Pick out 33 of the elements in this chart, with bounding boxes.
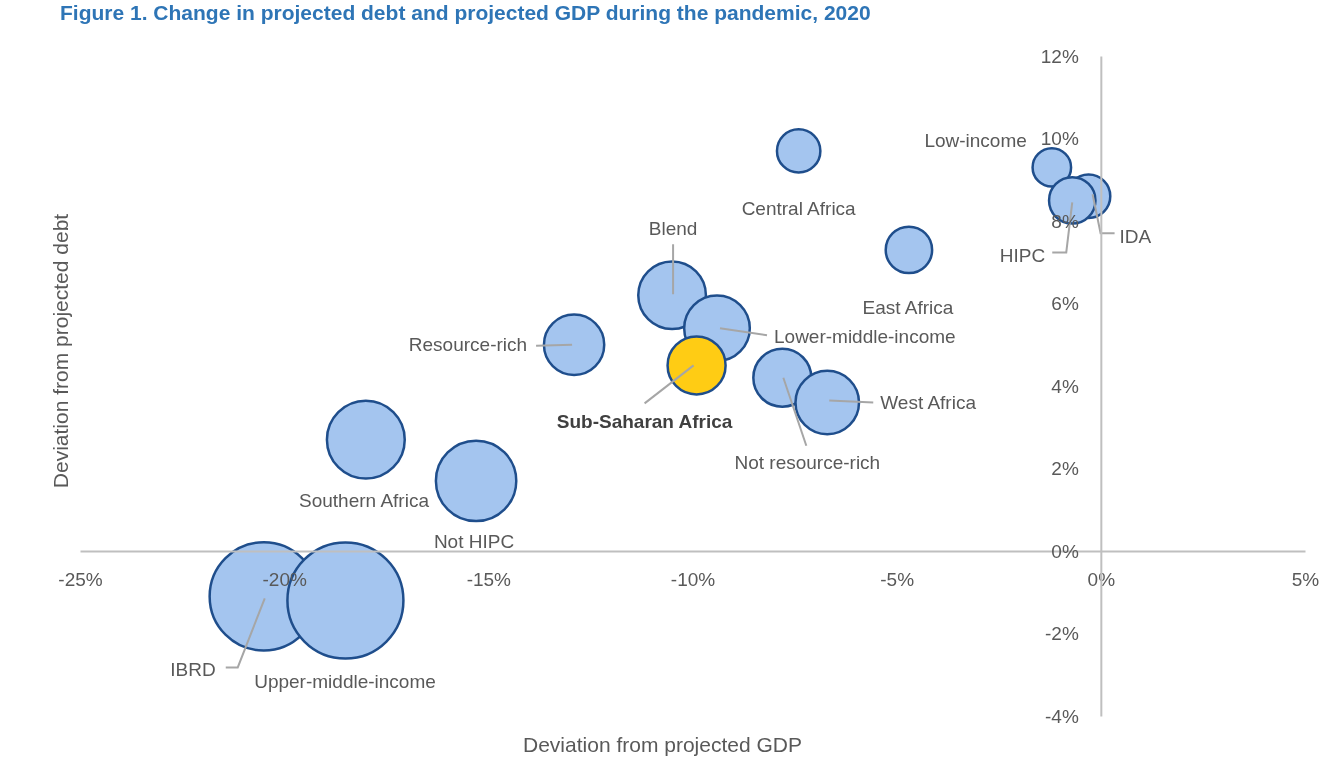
y-tick-label: 0% bbox=[1051, 540, 1079, 562]
annotation: East Africa bbox=[862, 296, 954, 318]
annotation: IBRD bbox=[170, 659, 216, 681]
annotation: Resource-rich bbox=[408, 334, 528, 356]
annotation: Not HIPC bbox=[433, 530, 515, 552]
x-tick-label: 0% bbox=[1087, 569, 1116, 591]
x-tick-label: 5% bbox=[1291, 569, 1320, 591]
annotation: HIPC bbox=[999, 245, 1046, 267]
y-tick-label: 6% bbox=[1051, 293, 1079, 315]
y-tick-label: -4% bbox=[1045, 705, 1079, 727]
y-tick-label: 4% bbox=[1051, 375, 1079, 397]
chart-title: Figure 1. Change in projected debt and projected GDP during the pandemic, 2020 bbox=[60, 1, 871, 24]
annotation: Low-income bbox=[924, 130, 1027, 152]
x-tick-label: -10% bbox=[670, 569, 716, 591]
annotation: IDA bbox=[1119, 225, 1152, 247]
y-axis-title: Deviation from projected debt bbox=[49, 213, 72, 489]
annotation: Central Africa bbox=[741, 197, 857, 219]
x-axis-title: Deviation from projected GDP bbox=[523, 733, 802, 756]
annotation: Lower-middle-income bbox=[774, 325, 956, 347]
x-tick-label: -15% bbox=[466, 569, 512, 591]
y-tick-label: 10% bbox=[1040, 128, 1079, 150]
x-tick-label: -5% bbox=[880, 569, 915, 591]
annotation: West Africa bbox=[880, 392, 977, 414]
y-tick-label: -2% bbox=[1045, 623, 1079, 645]
annotation: Sub-Saharan Africa bbox=[556, 411, 733, 433]
y-tick-label: 8% bbox=[1051, 210, 1079, 232]
y-tick-label: 12% bbox=[1040, 45, 1079, 67]
y-tick-label: 2% bbox=[1051, 458, 1079, 480]
annotation: Southern Africa bbox=[299, 489, 430, 511]
annotation: Not resource-rich bbox=[734, 452, 881, 474]
annotation: Upper-middle-income bbox=[254, 670, 436, 692]
x-tick-label: -25% bbox=[58, 569, 103, 591]
annotation: Blend bbox=[648, 217, 698, 239]
